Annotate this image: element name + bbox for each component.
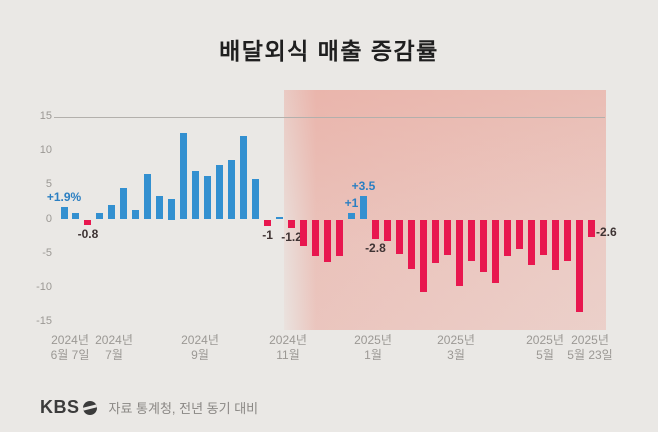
y-axis-tick-label: -10 — [36, 280, 52, 293]
x-axis-label: 2025년 5월 23일 — [567, 333, 613, 362]
bar — [324, 219, 331, 262]
zero-axis-line — [54, 117, 605, 118]
bar — [252, 179, 260, 220]
bar — [132, 209, 140, 220]
bar-annotation: +1.9% — [46, 189, 82, 204]
bar — [168, 199, 176, 220]
y-axis-tick-label: 5 — [45, 178, 52, 191]
bar-annotation: -1.2 — [281, 229, 302, 244]
bar-annotation: -0.8 — [77, 226, 99, 241]
bar — [300, 219, 308, 247]
bar — [395, 219, 403, 255]
bar-annotation: +3.5 — [351, 178, 376, 193]
bar — [312, 219, 320, 256]
bar — [383, 219, 391, 242]
bar — [288, 219, 296, 228]
x-axis-label: 2024년 6월 7일 — [50, 333, 90, 362]
bar — [503, 219, 511, 257]
bar — [515, 219, 523, 249]
bar — [96, 213, 104, 220]
source-text: 자료 통계청, 전년 동기 대비 — [108, 401, 259, 416]
chart-title: 배달외식 매출 증감률 — [219, 38, 439, 64]
bar — [264, 219, 272, 227]
bar — [491, 219, 499, 284]
bar — [216, 164, 224, 220]
y-axis: 15 10 5 0 -5 -10 -15 — [26, 110, 52, 327]
bar — [479, 219, 487, 273]
y-axis-tick-label: 10 — [39, 144, 52, 157]
bar — [156, 195, 164, 220]
bar — [455, 219, 463, 286]
y-axis-tick-label: 15 — [39, 110, 52, 122]
bar — [527, 219, 535, 266]
bar — [144, 173, 152, 220]
bar — [443, 219, 451, 256]
bar — [228, 160, 236, 220]
bar — [84, 219, 92, 225]
y-axis-tick-label: -15 — [36, 315, 52, 327]
bar — [575, 219, 583, 312]
x-axis-label: 2024년 7월 — [95, 333, 133, 362]
bar — [587, 219, 595, 238]
kbs-logo: KBS — [40, 397, 97, 418]
bar — [335, 219, 343, 257]
kbs-logo-text: KBS — [40, 397, 80, 417]
x-axis-label: 2024년 11월 — [269, 333, 307, 362]
bar-annotation: +1 — [344, 195, 359, 210]
bar — [407, 219, 415, 270]
bar — [563, 219, 571, 261]
bar — [60, 206, 68, 220]
y-axis-tick-label: -5 — [42, 246, 52, 259]
highlight-region — [284, 90, 606, 330]
bar — [240, 136, 248, 220]
bar — [419, 219, 427, 292]
y-axis-tick-label: 0 — [45, 212, 52, 225]
x-axis-label: 2025년 3월 — [437, 333, 475, 362]
kbs-globe-icon — [82, 400, 97, 415]
bar-annotation: -1 — [262, 228, 273, 243]
x-axis-label: 2024년 9월 — [181, 333, 219, 362]
bar — [120, 188, 128, 220]
x-axis: 2024년 6월 7일 2024년 7월 2024년 9월 2024년 11월 2025년 1월 2… — [0, 333, 658, 369]
footer: KBS 자료 통계청, 전년 동기 대비 — [40, 397, 258, 418]
bar — [72, 212, 80, 220]
x-axis-label: 2025년 5월 — [526, 333, 564, 362]
bar — [276, 216, 284, 220]
bar — [371, 219, 379, 239]
bar — [551, 219, 559, 271]
bar — [347, 212, 355, 220]
bar — [108, 205, 116, 220]
bar-annotation: -2.6 — [596, 225, 617, 240]
plot-area: +1.9% -0.8 -1 -1.2 +1 +3.5 -2.8 -2.6 — [47, 117, 617, 322]
bar — [180, 133, 188, 220]
bar — [204, 175, 212, 220]
bar — [192, 170, 200, 220]
bar — [431, 219, 439, 263]
bar — [467, 219, 475, 262]
bar — [539, 219, 547, 256]
x-axis-label: 2025년 1월 — [354, 333, 392, 362]
bar-annotation: -2.8 — [365, 240, 386, 255]
bar — [359, 195, 367, 220]
